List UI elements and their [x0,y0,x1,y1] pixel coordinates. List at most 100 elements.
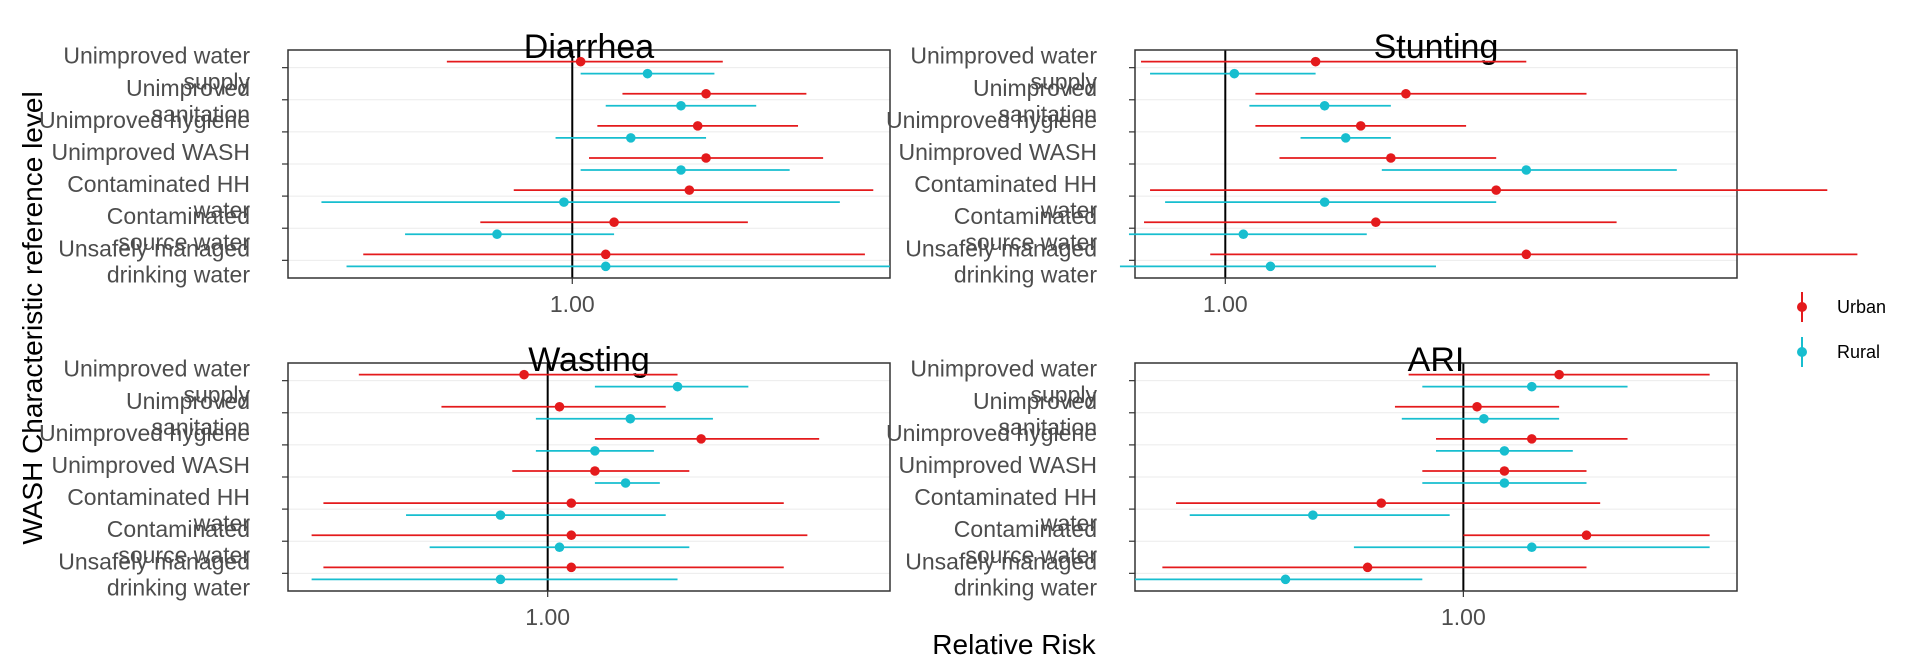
urban-estimate-point [590,466,600,476]
urban-estimate-point [566,530,577,541]
category-label: Contaminated HH water [67,171,250,223]
rural-estimate-point [1499,478,1510,488]
urban-estimate-point [1499,466,1510,476]
legend-rural-label: Rural [1837,342,1880,362]
rural-estimate-point [1526,542,1537,553]
category-label-line: Contaminated HH [914,171,1097,197]
category-label-line: Unimproved WASH [898,139,1097,165]
category-label: Unimproved WASH [51,139,250,165]
urban-estimate-point [701,88,711,99]
category-label-line: Unimproved [973,388,1097,414]
urban-estimate-point [1355,121,1366,131]
legend: Urban Rural [1797,292,1886,367]
category-label: Unimproved hygiene [886,420,1097,446]
rural-estimate-point [590,446,600,456]
category-label-line: Contaminated [107,203,250,229]
category-label-line: Contaminated HH [914,484,1097,510]
panel-border [287,362,891,592]
urban-estimate-point [696,434,706,444]
rural-estimate-point [1526,381,1537,392]
category-label: Unimproved WASH [898,452,1097,478]
category-label-line: source water [965,542,1097,568]
urban-estimate-point [1362,562,1373,573]
category-label: Unsafely managed drinking water [905,235,1097,287]
category-label-line: drinking water [954,574,1098,600]
category-label-line: Unimproved water [910,43,1097,69]
rural-estimate-point [676,100,686,111]
urban-estimate-point [1386,153,1396,163]
rural-estimate-point [495,574,506,585]
panel-title: Diarrhea [524,28,654,66]
category-label: Contaminated source water [954,516,1098,568]
category-label-line: Unsafely managed [905,548,1097,574]
category-label: Contaminated HH water [67,484,250,536]
category-label-line: Unimproved [126,75,250,101]
category-label: Unimproved sanitation [126,75,250,127]
rural-estimate-point [676,165,686,175]
category-label-line: supply [184,382,251,408]
rural-estimate-point [1319,197,1330,207]
rural-estimate-point [1319,100,1330,111]
urban-estimate-point [1310,56,1321,67]
category-label-line: supply [184,69,251,95]
category-label-line: drinking water [954,261,1098,287]
category-label-line: Unimproved water [63,43,250,69]
category-label-line: drinking water [107,261,251,287]
y-axis-title: WASH Characteristic reference level [17,91,48,544]
category-label-line: water [193,510,251,536]
category-label-line: Contaminated [954,203,1097,229]
category-label-line: Unimproved [126,388,250,414]
urban-estimate-point [566,498,577,508]
rural-estimate-point [1229,68,1240,79]
category-label: Unimproved WASH [898,139,1097,165]
rural-estimate-point [559,197,569,207]
rural-estimate-point [1308,510,1318,520]
urban-estimate-point [554,401,565,412]
category-label-line: source water [965,229,1097,255]
panel-title: Wasting [528,341,650,379]
category-label-line: source water [118,542,250,568]
category-label-line: Unimproved WASH [51,452,250,478]
rural-estimate-point [625,413,636,424]
category-label: Unimproved water supply [63,43,250,95]
category-label-line: Unimproved WASH [51,139,250,165]
rural-estimate-point [1340,133,1351,143]
urban-estimate-point [609,217,619,228]
urban-estimate-point [1521,249,1532,260]
legend-rural-dot [1797,347,1807,357]
category-label-line: sanitation [152,414,250,440]
category-label-line: supply [1031,382,1098,408]
category-label-line: Unimproved hygiene [39,107,250,133]
legend-urban-dot [1797,302,1807,312]
category-label-line: Unimproved hygiene [39,420,250,446]
category-label: Unimproved water supply [910,356,1097,408]
x-axis-title: Relative Risk [932,629,1096,660]
category-label: Unimproved sanitation [973,75,1097,127]
urban-estimate-point [600,249,611,260]
category-label-line: sanitation [152,101,250,127]
category-label-line: Contaminated [107,516,250,542]
category-label: Unimproved water supply [63,356,250,408]
category-label-line: Contaminated HH [67,484,250,510]
rural-estimate-point [626,133,636,143]
category-label-line: Unimproved WASH [898,452,1097,478]
rural-estimate-point [620,478,631,488]
urban-estimate-point [575,56,586,67]
category-label-line: Unimproved water [910,356,1097,382]
category-label: Unimproved sanitation [973,388,1097,440]
panel-border [1134,49,1738,279]
category-label-line: Unsafely managed [58,548,250,574]
category-label: Contaminated HH water [914,484,1097,536]
rural-estimate-point [1521,165,1532,175]
rural-estimate-point [672,381,683,392]
category-label-line: Unimproved hygiene [886,420,1097,446]
category-label-line: Unimproved hygiene [886,107,1097,133]
category-label-line: Contaminated [954,516,1097,542]
rural-estimate-point [1265,261,1276,272]
urban-estimate-point [701,153,711,163]
category-label-line: Unimproved [973,75,1097,101]
legend-urban-label: Urban [1837,297,1886,317]
